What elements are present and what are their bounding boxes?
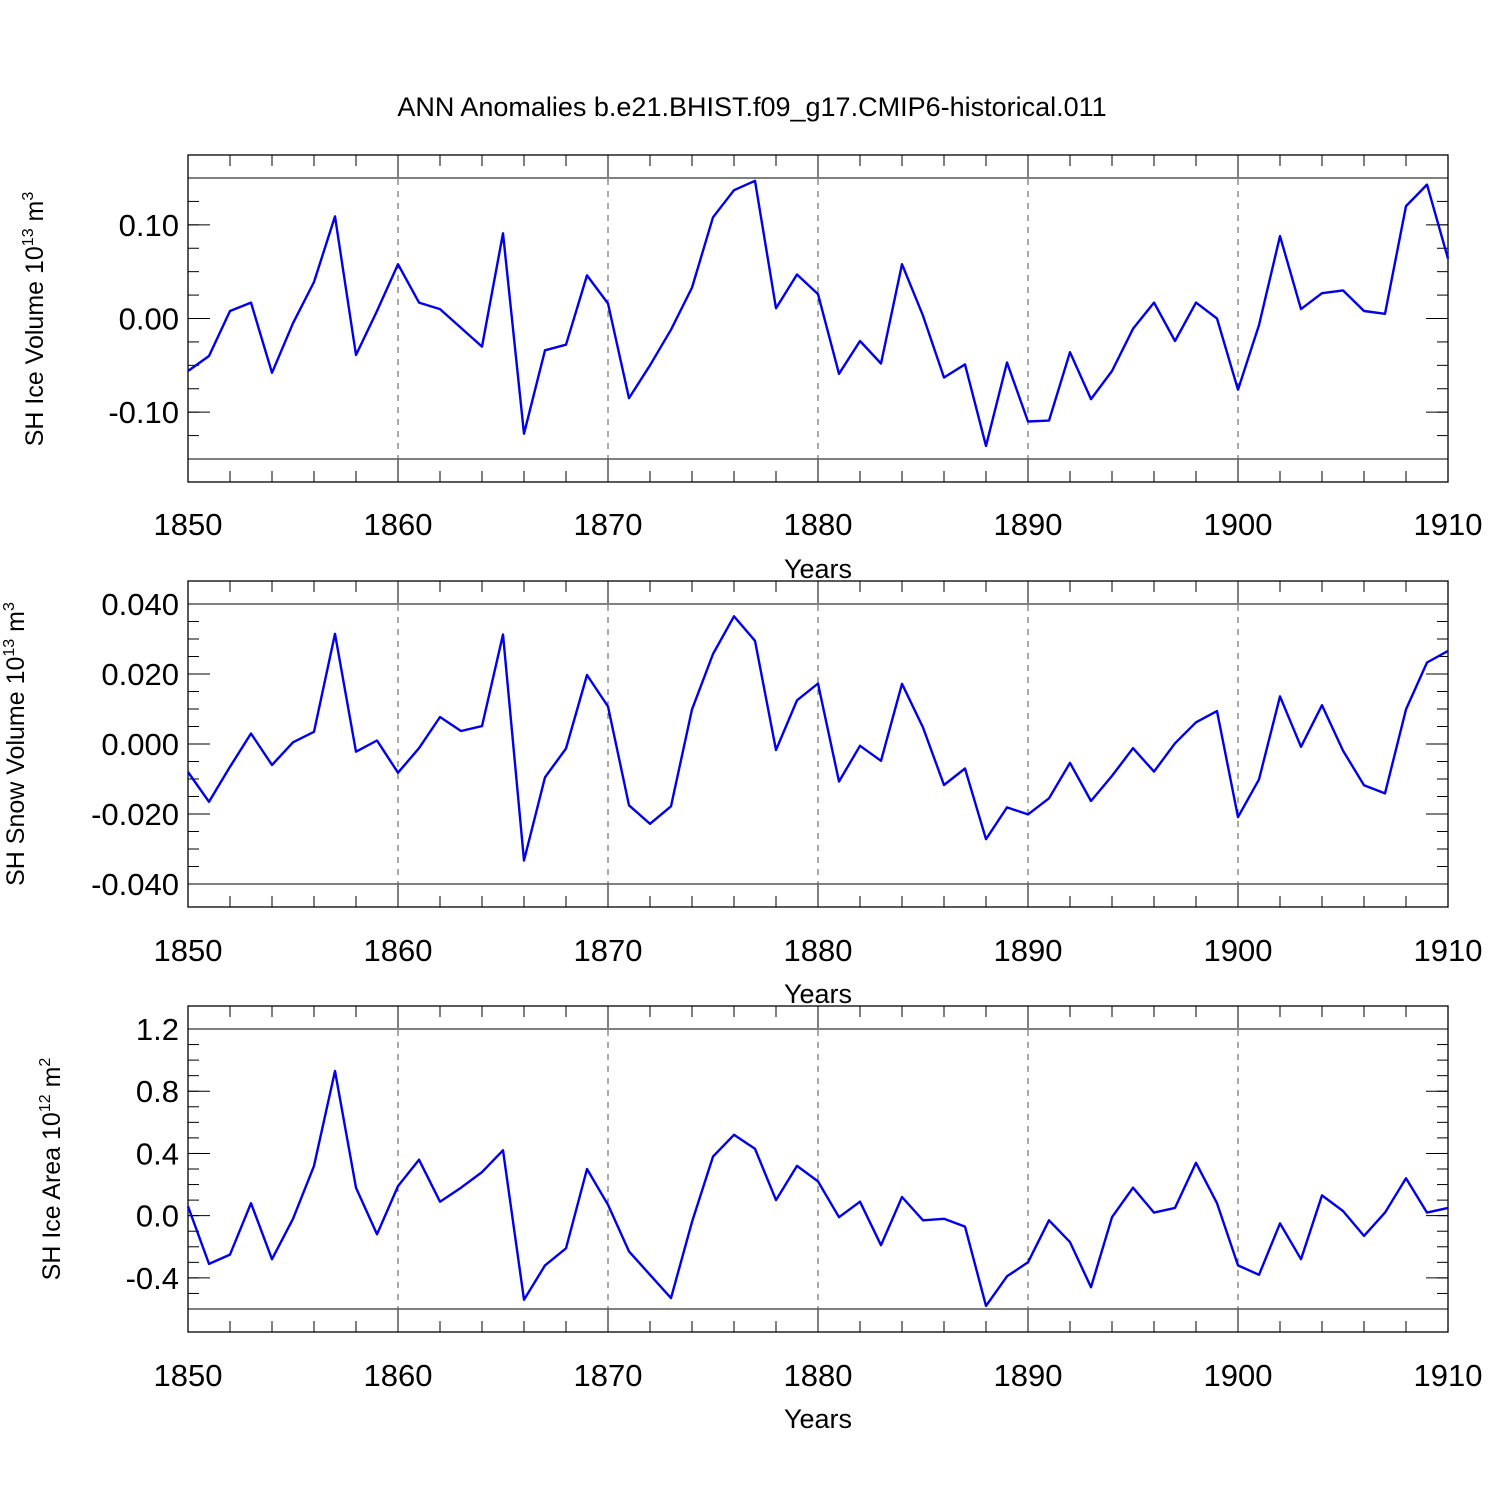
snow-volume-x-tick-label-1870: 1870 [574,933,643,968]
ice-volume-y-label: SH Ice Volume 1013 m3 [20,192,49,447]
snow-volume-y-tick-label-2: 0.000 [101,727,179,762]
snow-volume-y-label-text: SH Snow Volume 10 [2,657,30,886]
snow-volume-x-tick-label-1890: 1890 [994,933,1063,968]
ice-volume-y-label-unit-exponent: 3 [20,192,37,201]
ice-volume-x-tick-label-1850: 1850 [154,507,223,542]
ice-volume-x-tick-label-1910: 1910 [1414,507,1483,542]
snow-volume-y-tick-label-0: 0.040 [101,587,179,622]
ice-area-y-tick-label-3: 0.0 [136,1199,179,1234]
snow-volume-y-label-exponent: 13 [1,639,18,657]
ice-area-y-label-unit: m [38,1067,66,1095]
ice-volume-x-tick-label-1900: 1900 [1204,507,1273,542]
ice-volume-x-label: Years [784,554,852,584]
ice-area-x-tick-label-1880: 1880 [784,1358,853,1393]
snow-volume-x-tick-label-1860: 1860 [364,933,433,968]
ice-area-y-label: SH Ice Area 1012 m2 [37,1058,66,1281]
ice-volume-y-tick-label-2: -0.10 [108,395,179,430]
snow-volume-y-label-unit: m [2,611,30,639]
snow-volume-y-label: SH Snow Volume 1013 m3 [1,602,30,886]
snow-volume-x-tick-label-1900: 1900 [1204,933,1273,968]
ice-area-x-tick-label-1850: 1850 [154,1358,223,1393]
ice-area-y-tick-label-4: -0.4 [126,1261,179,1296]
ice-area-x-label: Years [784,1404,852,1434]
snow-volume-y-tick-label-1: 0.020 [101,657,179,692]
ice-area-x-tick-label-1910: 1910 [1414,1358,1483,1393]
ice-volume-y-label-unit: m [21,201,49,229]
ice-area-y-tick-label-2: 0.4 [136,1136,179,1171]
ice-volume-panel: SH Ice Volume 1013 m3 Years 1850 1860 1870… [20,154,1483,584]
ice-area-y-label-text: SH Ice Area 10 [38,1112,66,1280]
ice-area-y-tick-label-1: 0.8 [136,1074,179,1109]
ice-volume-y-label-text: SH Ice Volume 10 [21,246,49,446]
snow-volume-panel: SH Snow Volume 1013 m3 Years 1850 1860 187… [1,580,1483,1009]
ice-volume-series-line [187,179,1450,448]
ice-area-y-label-unit-exponent: 2 [37,1058,54,1067]
snow-volume-x-tick-label-1880: 1880 [784,933,853,968]
snow-volume-series-line [187,615,1449,862]
chart-title: ANN Anomalies b.e21.BHIST.f09_g17.CMIP6-… [397,92,1106,122]
ice-volume-y-tick-label-1: 0.00 [119,302,179,337]
snow-volume-y-tick-label-4: -0.040 [91,867,179,902]
snow-volume-x-label: Years [784,979,852,1009]
ice-volume-x-tick-label-1890: 1890 [994,507,1063,542]
ice-area-x-tick-label-1860: 1860 [364,1358,433,1393]
ice-area-y-tick-label-0: 1.2 [136,1012,179,1047]
snow-volume-y-label-unit-exponent: 3 [1,602,18,611]
ice-area-x-tick-label-1890: 1890 [994,1358,1063,1393]
snow-volume-x-tick-label-1850: 1850 [154,933,223,968]
ice-volume-x-tick-label-1880: 1880 [784,507,853,542]
snow-volume-x-tick-label-1910: 1910 [1414,933,1483,968]
ice-area-panel: SH Ice Area 1012 m2 Years 1850 1860 1870 18… [37,1005,1483,1434]
ice-area-x-tick-label-1870: 1870 [574,1358,643,1393]
ice-area-y-label-exponent: 12 [37,1094,54,1112]
ice-area-x-tick-label-1900: 1900 [1204,1358,1273,1393]
ice-volume-y-tick-label-0: 0.10 [119,208,179,243]
snow-volume-y-tick-label-3: -0.020 [91,797,179,832]
ice-volume-y-label-exponent: 13 [20,228,37,246]
ice-volume-x-tick-label-1870: 1870 [574,507,643,542]
ice-area-series-line [186,1069,1449,1308]
ice-volume-x-tick-label-1860: 1860 [364,507,433,542]
